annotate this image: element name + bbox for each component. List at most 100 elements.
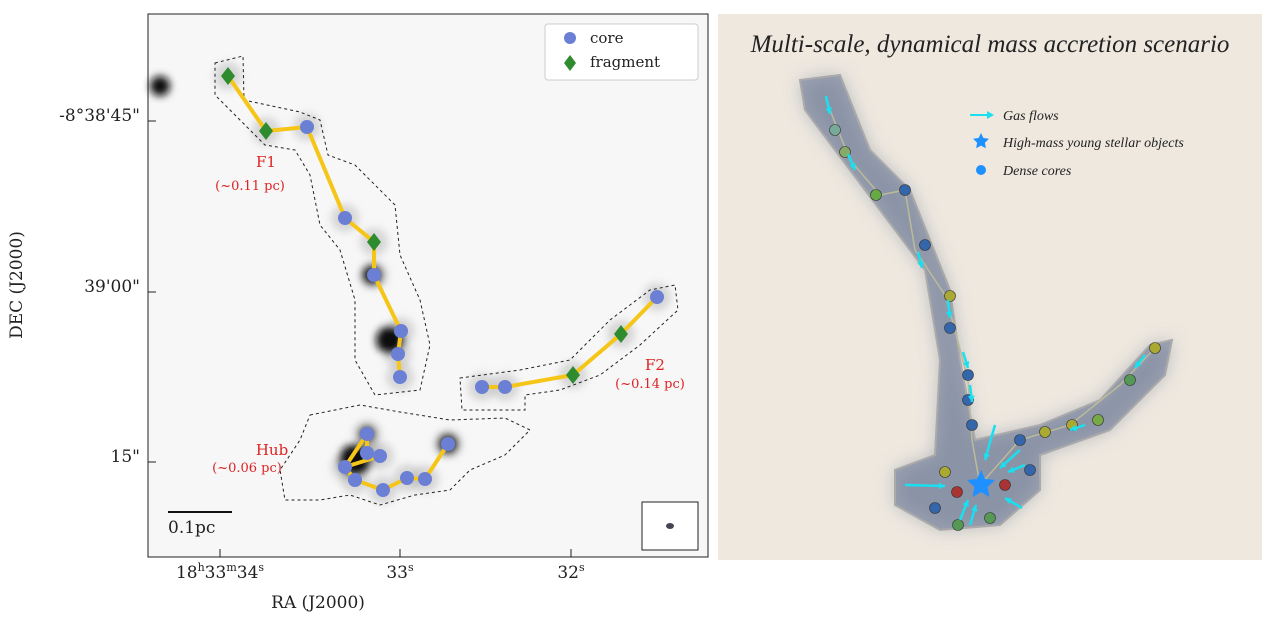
x-axis-label: RA (J2000) xyxy=(271,593,365,613)
annotation: (~0.11 pc) xyxy=(215,179,285,194)
x-tick-part: s xyxy=(408,561,414,574)
dense-core xyxy=(944,290,956,302)
core xyxy=(394,324,408,338)
legend-dot xyxy=(976,165,986,175)
fragment xyxy=(259,122,273,140)
core xyxy=(393,370,407,384)
gas-flow-head xyxy=(962,361,970,368)
gas-flow-head xyxy=(1000,461,1007,468)
fragment xyxy=(614,325,628,343)
gas-flow-head xyxy=(917,261,924,268)
gas-flow-head xyxy=(938,482,945,490)
contour xyxy=(459,284,679,411)
gas-flow-head xyxy=(1008,466,1015,473)
core xyxy=(391,347,405,361)
core xyxy=(348,473,362,487)
x-tick-part: 18 xyxy=(176,563,198,583)
core xyxy=(441,437,455,451)
annotation: F1 xyxy=(256,153,276,171)
x-tick-part: 32 xyxy=(557,563,579,583)
x-tick-label: 18h33m34s xyxy=(176,561,264,583)
annotation: F2 xyxy=(645,356,665,374)
y-tick-label: 15" xyxy=(111,447,140,467)
beam xyxy=(666,523,674,529)
dense-core xyxy=(951,486,963,498)
gas-flow-head xyxy=(1005,498,1012,505)
dense-core xyxy=(999,479,1011,491)
dense-core xyxy=(870,189,882,201)
x-tick-part: m xyxy=(226,561,237,574)
dense-core xyxy=(1124,374,1136,386)
legend-label: Dense cores xyxy=(1002,164,1072,179)
legend-fragment xyxy=(564,55,576,71)
dense-core xyxy=(944,322,956,334)
right-title: Multi-scale, dynamical mass accretion sc… xyxy=(750,31,1230,58)
legend-label: High-mass young stellar objects xyxy=(1002,136,1184,151)
legend-label: Gas flows xyxy=(1003,109,1059,124)
filament-spine xyxy=(825,99,1156,487)
hmyso-star xyxy=(967,470,995,497)
gas-flow-head xyxy=(825,107,832,114)
dense-core xyxy=(929,502,941,514)
gas-flow-head xyxy=(1070,424,1077,432)
core xyxy=(360,446,374,460)
contour xyxy=(214,55,431,396)
x-tick-part: s xyxy=(579,561,585,574)
core xyxy=(475,380,489,394)
x-tick-part: 33 xyxy=(205,563,227,583)
gas-flow-head xyxy=(983,453,990,460)
dense-core xyxy=(952,519,964,531)
plot-border xyxy=(147,13,709,558)
core xyxy=(400,471,414,485)
dense-core xyxy=(899,184,911,196)
core xyxy=(418,472,432,486)
legend-core xyxy=(564,32,576,44)
legend-star xyxy=(973,133,989,149)
gas-flow-head xyxy=(962,500,969,507)
dense-core xyxy=(939,466,951,478)
legend-label: core xyxy=(590,29,624,47)
gas-flow-head xyxy=(945,311,953,318)
x-tick-part: h xyxy=(198,561,205,574)
x-tick-label: 32s xyxy=(557,561,585,583)
gas-flow-head xyxy=(971,505,978,512)
y-tick-label: 39'00" xyxy=(84,277,140,297)
gas-flow-head xyxy=(1135,361,1142,368)
fragment xyxy=(367,233,381,251)
x-ticks: 18h33m34s 33s 32s xyxy=(148,120,585,583)
core xyxy=(338,211,352,225)
legend-label: fragment xyxy=(590,53,660,71)
x-tick-label: 33s xyxy=(386,561,414,583)
right-filament xyxy=(798,73,1174,532)
core xyxy=(498,380,512,394)
dense-core xyxy=(1039,426,1051,438)
dense-core xyxy=(1024,464,1036,476)
dense-core xyxy=(984,512,996,524)
contour xyxy=(279,404,531,506)
annotation: Hub xyxy=(256,441,288,459)
scale-label: 0.1pc xyxy=(168,518,215,538)
gas-flow xyxy=(904,483,946,488)
core xyxy=(300,120,314,134)
dense-core xyxy=(962,369,974,381)
fragment xyxy=(566,366,580,384)
dense-core xyxy=(1014,434,1026,446)
dense-core xyxy=(966,419,978,431)
core xyxy=(360,427,374,441)
legend-arrow-head xyxy=(987,111,994,119)
markers xyxy=(221,67,664,497)
core xyxy=(338,460,352,474)
x-tick-part: 33 xyxy=(386,563,408,583)
legend-box xyxy=(544,23,699,81)
core xyxy=(376,483,390,497)
dense-core xyxy=(1149,342,1161,354)
right-markers xyxy=(824,95,1161,531)
dense-core xyxy=(1092,414,1104,426)
annotation: (~0.06 pc) xyxy=(212,461,282,476)
emission-peak xyxy=(150,76,170,96)
y-axis-label: DEC (J2000) xyxy=(7,231,27,339)
x-tick-part: s xyxy=(258,561,264,574)
